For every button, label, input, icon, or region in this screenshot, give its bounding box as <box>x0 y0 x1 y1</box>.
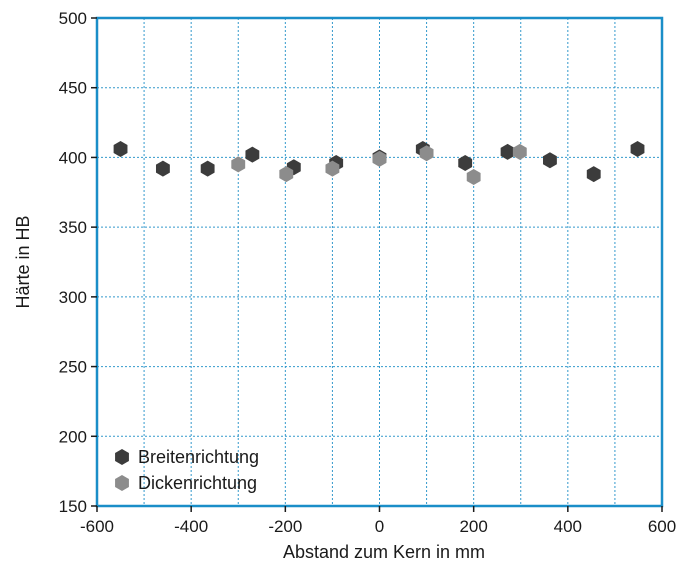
y-tick-label: 150 <box>59 497 87 516</box>
point-dickenrichtung <box>466 168 481 185</box>
y-tick-label: 200 <box>59 427 87 446</box>
legend-marker-dickenrichtung <box>115 475 129 491</box>
point-breitenrichtung <box>458 155 473 172</box>
x-tick-label: 0 <box>375 517 384 536</box>
point-dickenrichtung <box>512 143 527 160</box>
x-tick-label: -600 <box>80 517 114 536</box>
grid-lines <box>97 18 662 506</box>
point-dickenrichtung <box>325 160 340 177</box>
y-tick-label: 500 <box>59 9 87 28</box>
point-breitenrichtung <box>155 160 170 177</box>
axis-tick-marks <box>91 17 663 512</box>
x-tick-label: -400 <box>174 517 208 536</box>
data-points <box>113 141 645 185</box>
point-breitenrichtung <box>200 160 215 177</box>
legend: Breitenrichtung Dickenrichtung <box>115 447 259 493</box>
point-dickenrichtung <box>419 145 434 162</box>
y-tick-label: 300 <box>59 288 87 307</box>
x-tick-label: 200 <box>459 517 487 536</box>
point-breitenrichtung <box>500 143 515 160</box>
y-tick-label: 250 <box>59 358 87 377</box>
y-axis-label: Härte in HB <box>13 215 33 308</box>
point-breitenrichtung <box>630 141 645 158</box>
legend-marker-breitenrichtung <box>115 449 129 465</box>
x-tick-label: 400 <box>554 517 582 536</box>
point-breitenrichtung <box>543 152 557 169</box>
point-breitenrichtung <box>113 141 128 158</box>
legend-label-breitenrichtung: Breitenrichtung <box>138 447 259 467</box>
point-breitenrichtung <box>586 166 601 183</box>
y-tick-labels: 150 200 250 300 350 400 450 500 <box>59 9 87 516</box>
y-tick-label: 450 <box>59 79 87 98</box>
y-tick-label: 350 <box>59 218 87 237</box>
point-breitenrichtung <box>245 146 260 163</box>
point-dickenrichtung <box>372 150 387 167</box>
point-dickenrichtung <box>279 166 294 183</box>
x-tick-label: -200 <box>268 517 302 536</box>
x-tick-labels: -600 -400 -200 0 200 400 600 <box>80 517 676 536</box>
legend-label-dickenrichtung: Dickenrichtung <box>138 473 257 493</box>
x-axis-label: Abstand zum Kern in mm <box>283 542 485 562</box>
legend-item-dickenrichtung: Dickenrichtung <box>115 473 257 493</box>
x-tick-label: 600 <box>648 517 676 536</box>
point-dickenrichtung <box>231 156 246 173</box>
y-tick-label: 400 <box>59 148 87 167</box>
legend-item-breitenrichtung: Breitenrichtung <box>115 447 259 467</box>
